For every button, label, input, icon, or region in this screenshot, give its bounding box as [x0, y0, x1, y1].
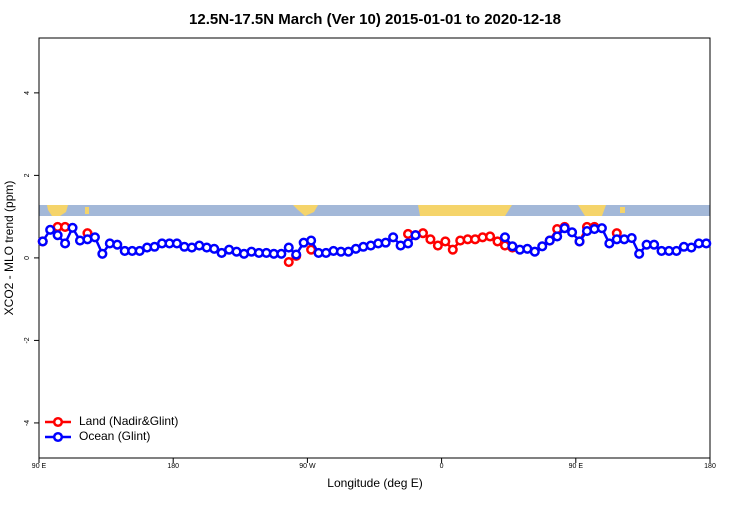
- data-point: [574, 236, 585, 247]
- chart-title: 12.5N-17.5N March (Ver 10) 2015-01-01 to…: [189, 11, 561, 28]
- data-point: [403, 238, 414, 249]
- x-tick-label: 90 W: [299, 463, 316, 470]
- data-point: [67, 222, 78, 233]
- y-tick-label: 4: [24, 91, 31, 95]
- data-point: [52, 230, 63, 241]
- data-point: [649, 239, 660, 250]
- data-point: [529, 246, 540, 257]
- x-tick-label: 180: [167, 463, 179, 470]
- data-point: [306, 235, 317, 246]
- data-point: [559, 223, 570, 234]
- data-point: [112, 239, 123, 250]
- data-point: [432, 240, 443, 251]
- data-point: [537, 241, 548, 252]
- x-tick-label: 90 E: [32, 463, 47, 470]
- legend-label: Ocean (Glint): [79, 429, 150, 443]
- data-point: [45, 224, 56, 235]
- data-point: [567, 227, 578, 238]
- data-point: [440, 236, 451, 247]
- data-point: [634, 248, 645, 259]
- x-tick-label: 0: [440, 463, 444, 470]
- data-point: [701, 238, 712, 249]
- data-point: [626, 233, 637, 244]
- data-point: [37, 236, 48, 247]
- x-tick-label: 90 E: [569, 463, 584, 470]
- data-point: [485, 231, 496, 242]
- data-point: [60, 238, 71, 249]
- data-point: [283, 242, 294, 253]
- y-tick-label: 2: [24, 173, 31, 177]
- y-axis-label: XCO2 - MLO trend (ppm): [2, 181, 16, 316]
- data-point: [291, 249, 302, 260]
- legend-marker: [52, 431, 64, 443]
- data-point: [89, 232, 100, 243]
- data-point: [552, 231, 563, 242]
- data-point: [544, 235, 555, 246]
- data-point: [492, 236, 503, 247]
- data-point: [283, 256, 294, 268]
- data-point: [97, 248, 108, 259]
- legend-marker: [52, 416, 64, 428]
- y-tick-label: -4: [24, 420, 31, 426]
- data-point: [686, 242, 697, 253]
- data-point: [380, 237, 391, 248]
- data-point: [447, 244, 458, 255]
- data-point: [596, 223, 607, 234]
- data-point: [671, 245, 682, 256]
- data-point: [499, 232, 511, 243]
- x-tick-label: 180: [704, 463, 716, 470]
- data-point: [276, 248, 287, 259]
- data-point: [425, 234, 436, 245]
- data-point: [410, 230, 421, 241]
- data-point: [604, 238, 615, 249]
- plot-frame: [38, 37, 711, 459]
- y-tick-label: -2: [24, 337, 31, 343]
- data-point: [209, 243, 220, 254]
- map-strip: [39, 205, 710, 216]
- legend-label: Land (Nadir&Glint): [79, 414, 178, 428]
- y-tick-label: 0: [24, 256, 31, 260]
- x-axis-label: Longitude (deg E): [327, 476, 422, 490]
- data-point: [388, 232, 399, 243]
